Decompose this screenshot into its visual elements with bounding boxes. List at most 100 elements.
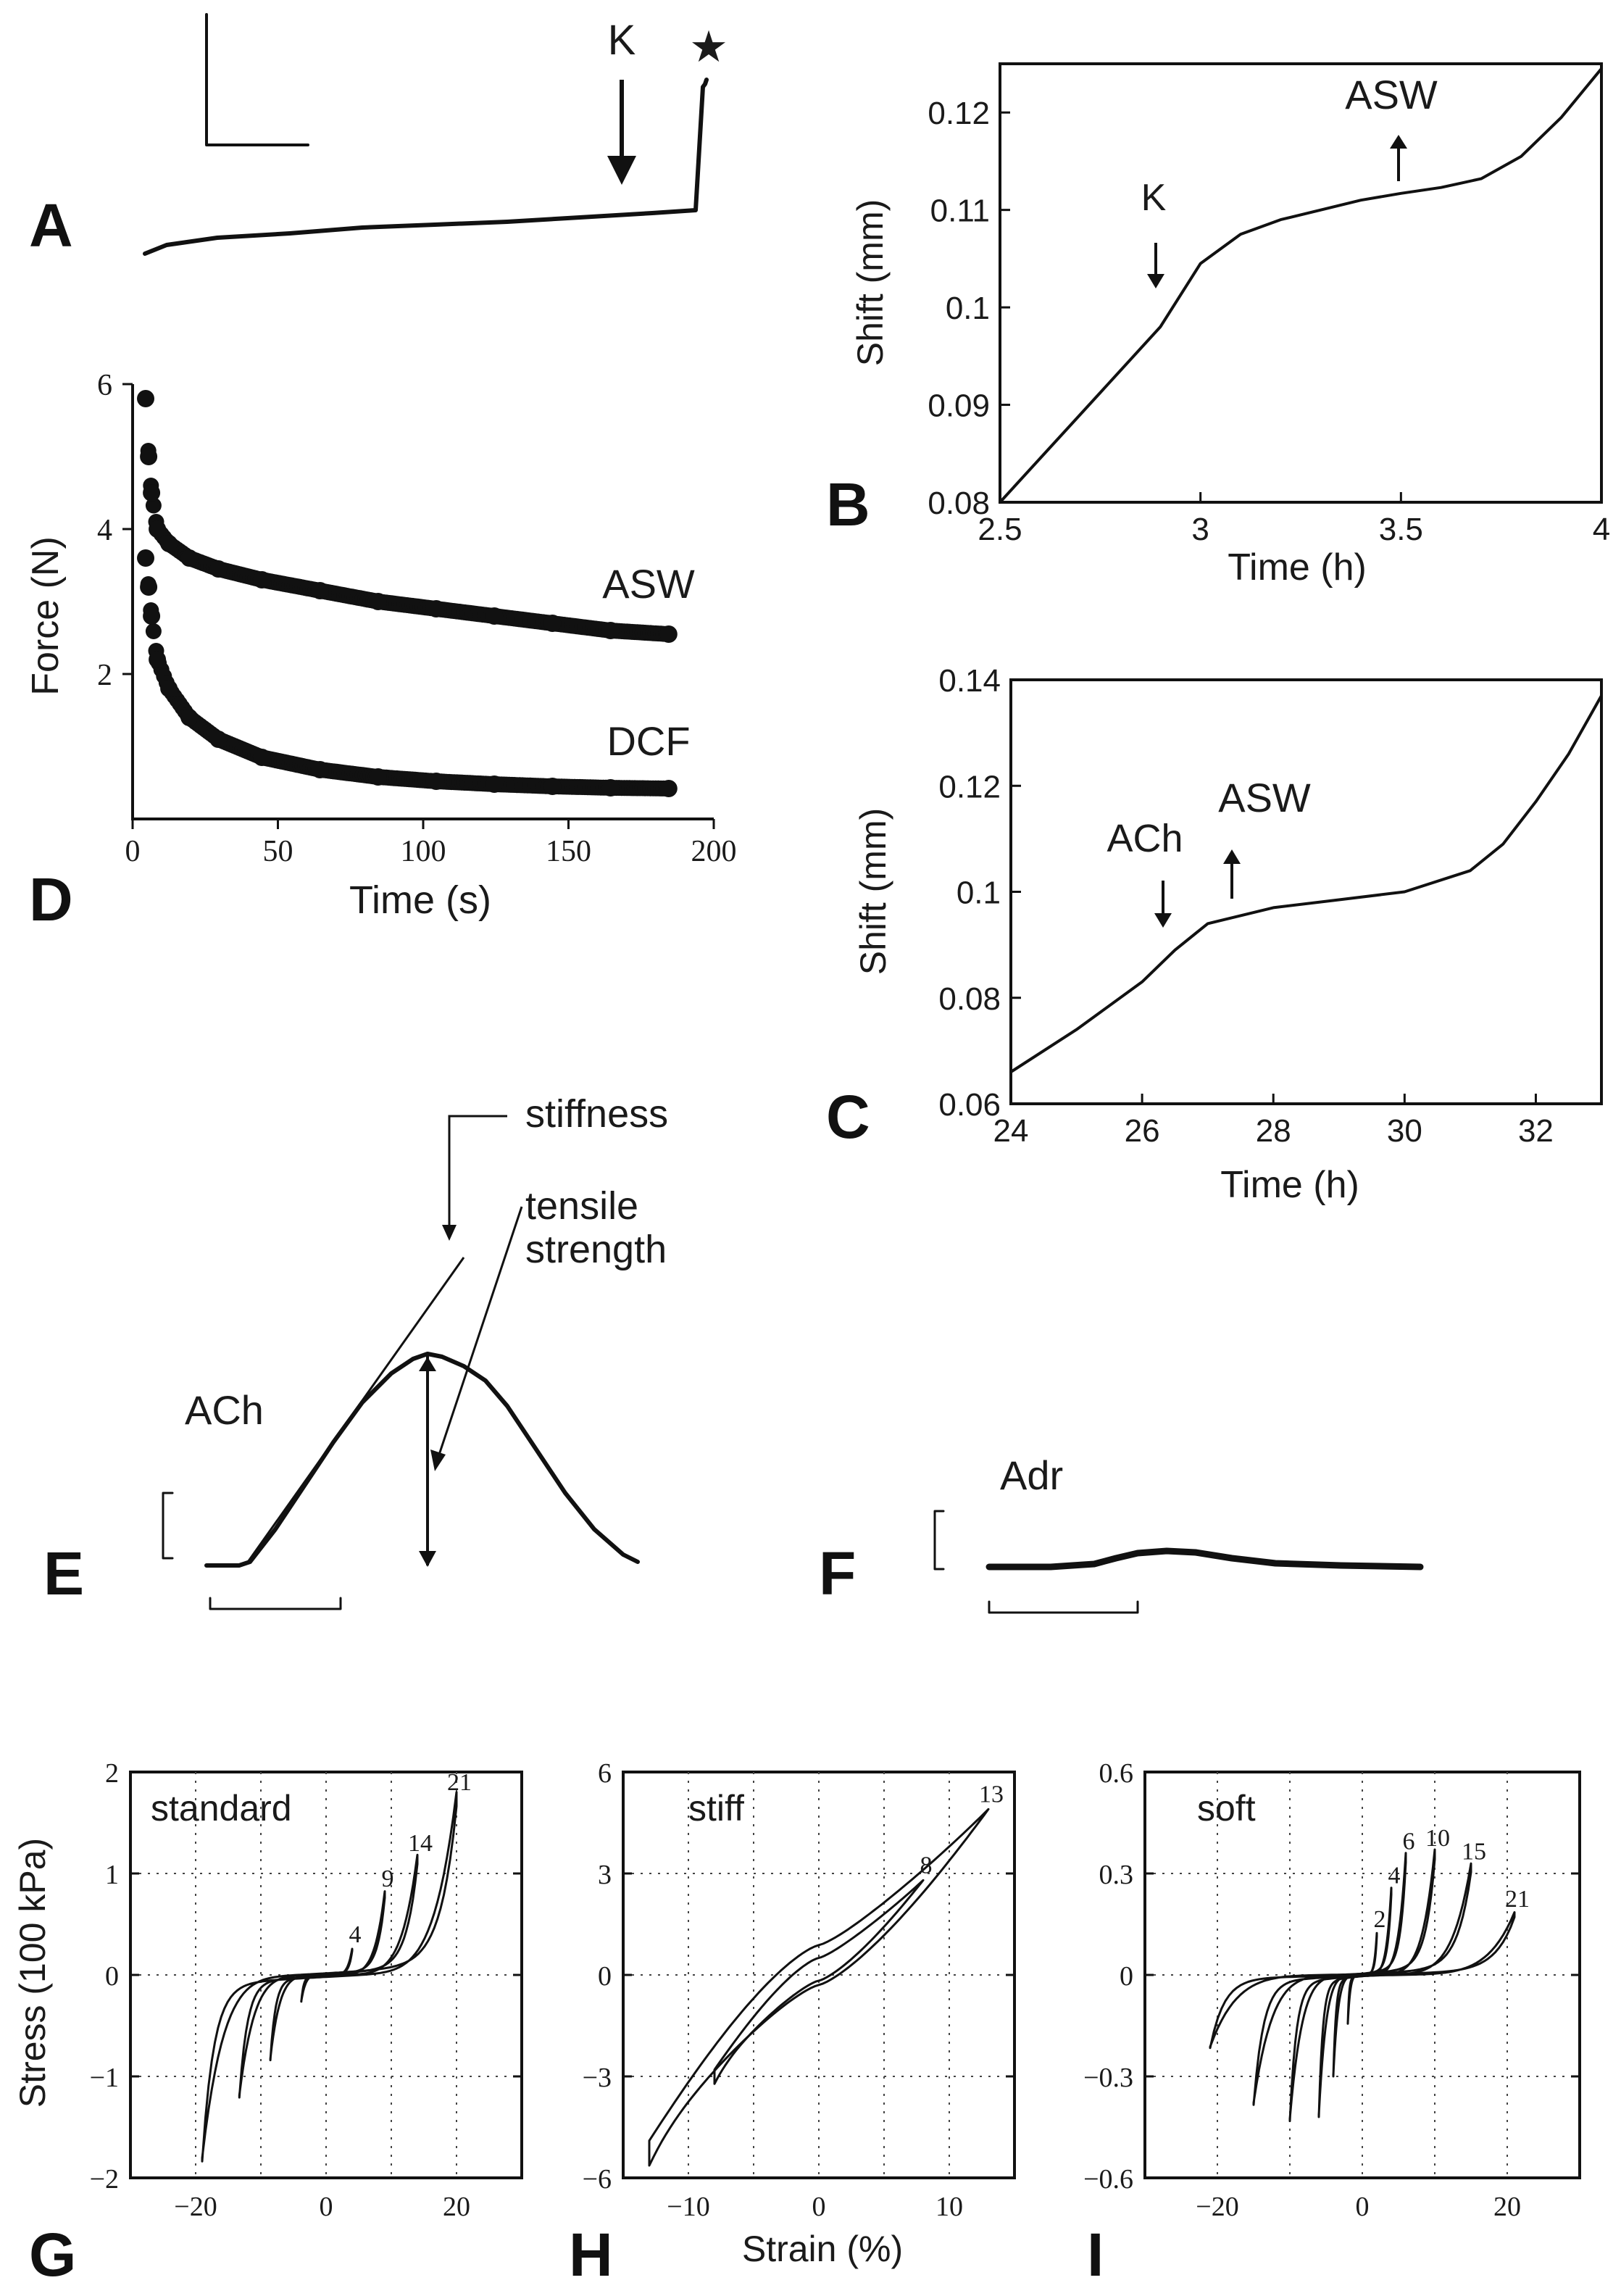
panel-b-ylabel: Shift (mm)	[850, 199, 891, 367]
cycle-label: 15	[1462, 1839, 1486, 1865]
panel-c-letter: C	[826, 1083, 870, 1151]
data-point	[209, 560, 228, 578]
panel-e-stiffness-line	[245, 1257, 465, 1565]
panel-e: stiffness tensile strength ACh E	[43, 1092, 668, 1610]
y-tick-label: 3	[598, 1860, 612, 1890]
panel-e-letter: E	[43, 1539, 84, 1607]
panel-g-hysteresis-loops	[201, 1791, 458, 2163]
data-point	[143, 607, 161, 625]
y-tick-label: 0	[598, 1961, 612, 1992]
panel-f: Adr F	[819, 1452, 1424, 1614]
data-point	[486, 775, 504, 793]
data-point	[369, 593, 387, 610]
panel-a-star-label: ★	[689, 22, 728, 71]
data-point	[253, 571, 271, 588]
x-tick-label: 3	[1191, 512, 1209, 547]
data-point	[145, 623, 162, 639]
cycle-label: 13	[979, 1781, 1004, 1808]
panel-g-ylabel: Stress (100 kPa)	[12, 1838, 53, 2108]
panel-b-series-line	[999, 67, 1603, 504]
panel-h-tick-labels: −10 0 10 −6 −3 0 3 6	[583, 1758, 963, 2222]
panel-c-ticks	[1009, 678, 1537, 1105]
cycle-label: 21	[447, 1769, 472, 1796]
panel-b-xlabel: Time (h)	[1228, 546, 1367, 588]
panel-i-hysteresis-loops	[1209, 1848, 1516, 2123]
data-point	[369, 768, 387, 786]
panel-i-cycle-labels: 246 10 15 21	[1374, 1825, 1530, 1933]
panel-i-letter: I	[1087, 2221, 1104, 2289]
y-tick-label: −0.3	[1083, 2063, 1133, 2093]
panel-d-series-asw	[137, 390, 678, 643]
x-tick-label: 0	[125, 835, 141, 868]
hysteresis-loop	[713, 1879, 925, 2085]
y-tick-label: 0.3	[1099, 1860, 1134, 1890]
x-tick-label: −20	[1196, 2192, 1238, 2222]
panel-c-axes	[1009, 678, 1603, 1105]
panel-h-xlabel: Strain (%)	[742, 2229, 903, 2269]
panel-f-letter: F	[819, 1539, 856, 1607]
data-point	[180, 549, 199, 567]
data-point	[659, 780, 678, 797]
panel-e-scale-bar-horizontal	[209, 1597, 342, 1610]
data-point	[486, 607, 504, 625]
panel-e-scale-bar-vertical	[162, 1492, 174, 1560]
hysteresis-loop	[1209, 1911, 1516, 2050]
data-point	[140, 448, 158, 465]
panel-f-scale-bar-vertical	[933, 1510, 945, 1571]
data-point	[543, 778, 562, 795]
x-tick-label: 26	[1125, 1113, 1160, 1149]
y-tick-label: 1	[105, 1860, 119, 1890]
y-tick-label: 0.1	[957, 875, 1001, 911]
panel-f-scale-bar-horizontal	[988, 1600, 1139, 1614]
y-tick-label: 6	[97, 369, 112, 402]
data-point	[543, 615, 562, 632]
panel-i-title: soft	[1197, 1788, 1256, 1829]
y-tick-label: −3	[583, 2063, 612, 2093]
data-point	[143, 484, 161, 502]
cycle-label: 2	[1374, 1906, 1386, 1933]
y-tick-label: 0.6	[1099, 1758, 1134, 1789]
panel-a-scale-bar	[205, 13, 309, 146]
panel-a-letter: A	[29, 191, 73, 259]
panel-c: 24 26 28 30 32 0.06 0.08 0.1 0.12 0.14 ACh ASW Sh…	[826, 663, 1603, 1206]
y-tick-label: 0.08	[938, 981, 1001, 1017]
panel-h: −10 0 10 −6 −3 0 3 6 8 13 stiff Strain (%) H	[569, 1758, 1016, 2289]
panel-d: 0 50 100 150 200 2 4 6 ASW DCF Force (N) Time (…	[25, 369, 737, 933]
cycle-label: 4	[1388, 1862, 1401, 1889]
panel-g-cycle-labels: 4 9 14 21	[349, 1769, 472, 1948]
data-point	[140, 578, 158, 596]
panel-c-ylabel: Shift (mm)	[853, 808, 893, 976]
data-point	[160, 680, 178, 697]
panel-i-tick-labels: −20 0 20 −0.6 −0.3 0 0.3 0.6	[1083, 1758, 1521, 2222]
data-point	[253, 749, 271, 766]
data-point	[160, 535, 178, 552]
data-point	[601, 779, 620, 796]
data-point	[428, 600, 445, 617]
panel-e-trace	[204, 1352, 640, 1568]
y-tick-label: 0	[1120, 1961, 1133, 1992]
y-tick-label: 0	[105, 1961, 119, 1992]
panel-c-asw-label: ASW	[1218, 775, 1311, 820]
y-tick-label: 0.06	[938, 1087, 1001, 1123]
panel-h-grid	[623, 1771, 1014, 2179]
panel-g-tick-labels: −20 0 20 −2 −1 0 1 2	[90, 1758, 470, 2222]
panel-a-trace	[143, 78, 709, 256]
hysteresis-loop	[648, 1808, 990, 2167]
x-tick-label: 100	[401, 835, 446, 868]
panel-b-asw-arrowhead	[1390, 135, 1407, 149]
panel-d-ticks	[122, 383, 715, 829]
panel-d-tick-labels: 0 50 100 150 200 2 4 6	[97, 369, 737, 868]
panel-e-tensile-label-1: tensile	[525, 1184, 638, 1228]
y-tick-label: −0.6	[1083, 2164, 1133, 2195]
x-tick-label: 4	[1593, 512, 1610, 547]
data-point	[180, 709, 199, 726]
x-tick-label: 150	[546, 835, 591, 868]
panel-b: 2.5 3 3.5 4 0.08 0.09 0.1 0.11 0.12 K ASW Shift …	[826, 62, 1610, 588]
data-point	[137, 390, 154, 407]
panel-i: −20 0 20 −0.6 −0.3 0 0.3 0.6 246 10 15 21 soft I	[1083, 1758, 1581, 2289]
panel-h-hysteresis-loops	[648, 1808, 990, 2167]
hysteresis-loop	[201, 1791, 458, 2163]
panel-d-series-dcf	[137, 549, 678, 797]
data-point	[428, 773, 445, 790]
y-tick-label: 0.1	[946, 291, 990, 326]
